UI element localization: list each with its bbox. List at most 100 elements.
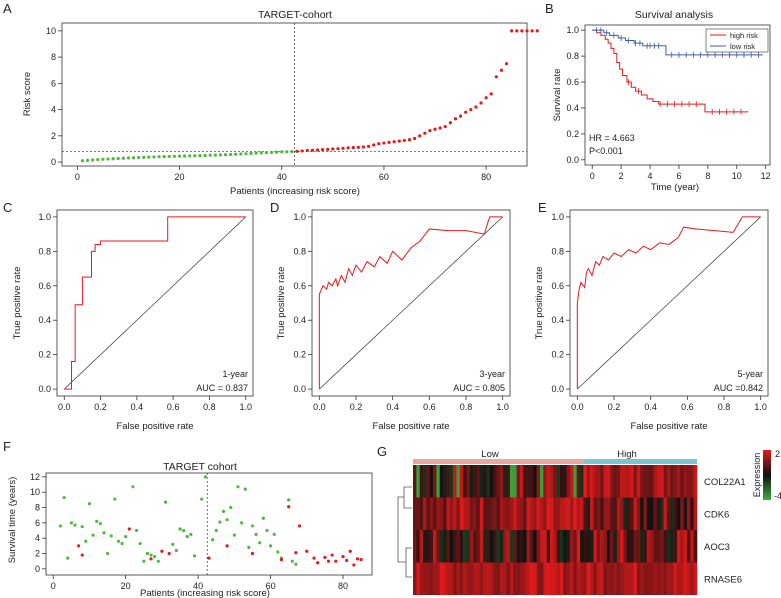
- survival-point-alive: [185, 535, 189, 539]
- survival-point-alive: [236, 485, 240, 489]
- heatmap-cell: [613, 530, 618, 563]
- heatmap-cell: [596, 465, 601, 498]
- heatmap-cell: [536, 465, 541, 498]
- heatmap-cell: [476, 530, 481, 563]
- heatmap-cell: [673, 530, 678, 563]
- survival-point-alive: [287, 498, 291, 502]
- legend-max: 2: [775, 449, 780, 459]
- heatmap-cell: [446, 530, 451, 563]
- heatmap-cell: [563, 530, 567, 563]
- risk-point-low: [249, 151, 253, 156]
- risk-point-low: [254, 151, 258, 155]
- survival-point-alive: [120, 541, 124, 546]
- heatmap-cell: [473, 562, 477, 595]
- heatmap-cell: [539, 562, 544, 595]
- survival-point-alive: [138, 541, 142, 546]
- survival-point-alive: [84, 539, 88, 543]
- heatmap-cell: [646, 497, 651, 530]
- heatmap-cell: [416, 497, 420, 530]
- panel-a-xtick-label: 60: [379, 172, 389, 182]
- heatmap-cell: [670, 497, 674, 530]
- survival-point-alive: [134, 528, 139, 533]
- heatmap-cell: [413, 530, 417, 563]
- panel-e-xtick-label: 0.2: [608, 402, 621, 412]
- heatmap-cell: [506, 497, 511, 530]
- roc-diagonal: [319, 216, 503, 390]
- heatmap-cell: [610, 562, 614, 595]
- panel-c: C 0.0 0.2 0.4 0.6 0.8 1.0 0.0 0.2 0.4 0.6 0.8 1.0 F…: [3, 200, 254, 432]
- group-label-low: Low: [481, 449, 499, 460]
- panel-f-ytick-label: 2: [35, 549, 40, 559]
- risk-point-low: [203, 153, 207, 158]
- risk-point-high: [469, 107, 473, 112]
- heatmap-cell: [636, 465, 641, 498]
- panel-d-letter: D: [270, 200, 279, 215]
- km-curve-high-risk: [592, 29, 749, 113]
- panel-c-auc: AUC = 0.837: [196, 383, 248, 393]
- risk-point-high: [494, 75, 498, 79]
- heatmap-cell: [429, 497, 434, 530]
- panel-e-ytick-label: 0.8: [551, 246, 564, 256]
- heatmap-cell: [580, 530, 584, 563]
- risk-point-high: [336, 147, 340, 151]
- heatmap-cell: [566, 465, 571, 498]
- panel-a-ytick-label: 0: [51, 157, 56, 167]
- dendro-branch-bottom: [405, 547, 412, 578]
- heatmap-cell: [586, 465, 591, 498]
- risk-point-low: [218, 153, 223, 157]
- survival-point-dead: [250, 551, 255, 556]
- heatmap-cell: [439, 530, 444, 563]
- heatmap-cell: [416, 530, 420, 563]
- heatmap-cell: [583, 562, 588, 595]
- panel-b-ytick-label: 0.0: [566, 155, 579, 165]
- panel-d-ylabel: True positive rate: [276, 266, 287, 339]
- heatmap-cell: [533, 497, 537, 530]
- survival-point-dead: [348, 549, 352, 553]
- heatmap-cell: [553, 530, 557, 563]
- heatmap-cell: [593, 465, 598, 498]
- heatmap-cell: [643, 497, 648, 530]
- dendro-branch-root: [397, 496, 406, 563]
- panel-f-xtick-label: 0: [51, 581, 56, 591]
- panel-d-xtick-label: 1.0: [496, 402, 509, 412]
- heatmap-cell: [640, 497, 644, 530]
- heatmap-cell: [483, 497, 487, 530]
- survival-point-alive: [229, 505, 233, 510]
- risk-point-high: [300, 149, 304, 153]
- heatmap-cell: [419, 530, 424, 563]
- heatmap-cell: [666, 562, 671, 595]
- heatmap-cell: [519, 530, 524, 563]
- heatmap-cell: [553, 562, 557, 595]
- heatmap-cell: [633, 562, 638, 595]
- heatmap-cell: [453, 562, 457, 595]
- risk-point-high: [428, 128, 432, 133]
- panel-e-ytick-label: 0.4: [551, 315, 564, 325]
- risk-point-low: [137, 155, 141, 160]
- heatmap-cell: [423, 465, 427, 498]
- heatmap-cell: [539, 497, 544, 530]
- survival-point-dead: [316, 561, 320, 565]
- heatmap-cell: [466, 497, 471, 530]
- roc-diagonal: [577, 216, 761, 390]
- survival-point-dead: [77, 544, 81, 548]
- expression-color-scale: [763, 450, 771, 500]
- heatmap-cell: [433, 465, 437, 498]
- risk-point-low: [142, 155, 146, 159]
- heatmap-cell: [413, 465, 417, 498]
- heatmap-cell: [496, 562, 501, 595]
- heatmap-cell: [469, 497, 474, 530]
- heatmap-cell: [413, 562, 417, 595]
- panel-a-ylabel: Risk score: [22, 72, 33, 116]
- survival-point-alive: [131, 485, 135, 489]
- heatmap-cell: [529, 465, 534, 498]
- survival-point-dead: [341, 554, 345, 559]
- panel-c-xtick-label: 0.8: [203, 402, 216, 412]
- panel-g-color-legend: 2 -4 Expression: [752, 449, 781, 501]
- heatmap-cell: [516, 497, 521, 530]
- heatmap-cell: [423, 497, 427, 530]
- heatmap-cell: [489, 562, 494, 595]
- heatmap-cell: [590, 562, 594, 595]
- heatmap-cell: [686, 562, 691, 595]
- heatmap-cell: [523, 562, 527, 595]
- panel-b-ylabel: Survival rate: [552, 69, 563, 122]
